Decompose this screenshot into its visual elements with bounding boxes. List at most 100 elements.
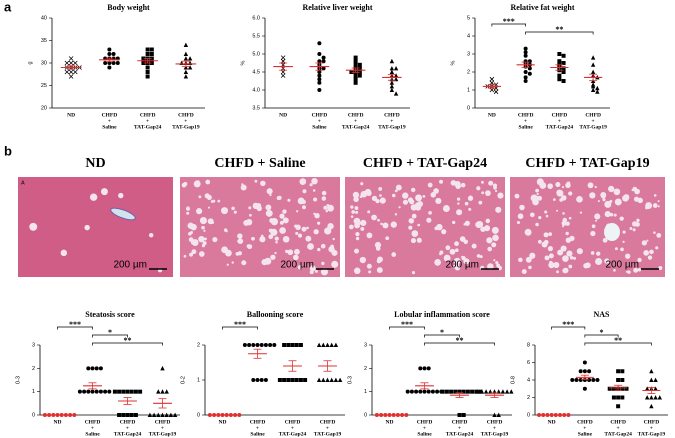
- fat-droplet: [544, 210, 548, 214]
- data-point: [298, 378, 303, 382]
- fat-droplet: [633, 267, 639, 273]
- significance-bracket: [424, 342, 495, 346]
- fat-droplet: [366, 190, 372, 197]
- data-point: [68, 74, 74, 79]
- vessel: [110, 207, 136, 221]
- fat-droplet: [408, 218, 415, 224]
- fat-droplet: [269, 193, 272, 197]
- fat-droplet: [351, 210, 356, 214]
- data-point: [321, 377, 326, 382]
- data-point: [64, 60, 70, 66]
- fat-droplet: [237, 233, 243, 239]
- fat-droplet: [556, 189, 564, 197]
- fat-droplet: [556, 209, 559, 212]
- data-point: [321, 66, 326, 71]
- y-axis-label: g: [27, 61, 33, 64]
- data-point: [68, 69, 74, 75]
- fat-droplet: [295, 231, 299, 235]
- fat-droplet: [398, 206, 401, 209]
- fat-droplet: [608, 185, 615, 193]
- significance-label: ***: [503, 17, 515, 26]
- data-point: [616, 404, 621, 409]
- data-point: [149, 52, 154, 56]
- y-tick-label: 1: [197, 377, 200, 383]
- data-point: [183, 65, 189, 70]
- x-tick-label: TAT-Gap19: [638, 431, 666, 437]
- fat-droplet: [562, 255, 569, 262]
- fat-droplet: [563, 267, 569, 274]
- fat-droplet: [402, 199, 409, 205]
- x-tick-label: CHFD: [140, 112, 156, 118]
- data-point: [272, 343, 277, 347]
- data-point-stroke: [280, 69, 286, 75]
- data-point: [125, 413, 130, 417]
- fat-droplet: [350, 215, 354, 218]
- fat-droplet: [604, 211, 611, 218]
- data-point: [457, 389, 462, 394]
- data-point-stroke: [280, 58, 286, 64]
- fat-droplet: [198, 195, 202, 199]
- fat-droplet: [183, 254, 187, 258]
- data-point-stroke: [73, 60, 78, 66]
- data-point: [107, 389, 112, 394]
- significance-label: ***: [69, 320, 81, 329]
- fat-droplet: [568, 216, 572, 220]
- fat-droplet: [548, 232, 553, 237]
- data-point: [316, 377, 322, 382]
- error-bar: [521, 61, 530, 68]
- data-point: [453, 389, 458, 394]
- fat-droplet: [394, 189, 398, 193]
- fat-droplet: [647, 255, 653, 260]
- error-bar: [589, 73, 598, 82]
- fat-droplet: [377, 218, 380, 222]
- data-point: [73, 60, 78, 66]
- x-tick-label: +: [650, 425, 653, 431]
- data-point: [151, 412, 157, 417]
- significance-bracket: [424, 334, 460, 338]
- fat-droplet: [285, 249, 289, 254]
- error-bar: [181, 60, 190, 67]
- data-point: [393, 66, 399, 71]
- x-tick-label: CHFD: [155, 419, 171, 425]
- data-point: [561, 61, 566, 65]
- y-axis-label: 0-8: [510, 376, 516, 384]
- x-tick-label: CHFD: [518, 112, 534, 118]
- data-point: [523, 75, 528, 80]
- fat-droplet: [382, 222, 389, 229]
- fat-droplet: [457, 202, 460, 205]
- data-point: [611, 386, 616, 391]
- fat-droplet: [439, 179, 444, 184]
- data-point: [187, 56, 193, 61]
- x-tick-label: +: [126, 425, 129, 431]
- data-point: [649, 395, 654, 400]
- data-point: [620, 378, 625, 382]
- error-bar: [123, 397, 132, 405]
- fat-droplet: [613, 269, 616, 272]
- data-point: [405, 389, 410, 394]
- fat-droplet: [656, 232, 662, 238]
- fat-droplet: [355, 236, 360, 241]
- data-point: [321, 59, 326, 64]
- data-point: [156, 412, 161, 417]
- data-point: [107, 65, 112, 70]
- x-tick-label: TAT-Gap24: [342, 124, 370, 130]
- data-point: [268, 343, 273, 347]
- fat-droplet: [433, 188, 439, 194]
- data-point: [290, 343, 295, 347]
- data-point-stroke: [73, 69, 78, 75]
- significance-label: ***: [401, 320, 413, 329]
- fat-droplet: [491, 226, 499, 234]
- error-bar: [315, 62, 324, 71]
- data-point: [426, 389, 431, 394]
- x-tick-label: +: [318, 118, 321, 124]
- fat-droplet: [276, 196, 281, 201]
- data-point: [561, 79, 566, 83]
- fat-droplet: [411, 213, 417, 219]
- data-point: [611, 395, 616, 400]
- fat-droplet: [259, 236, 266, 243]
- y-tick-label: 35: [41, 38, 47, 44]
- data-point: [251, 343, 256, 347]
- fat-droplet: [422, 195, 426, 198]
- fat-droplet: [468, 207, 472, 211]
- x-tick-label: +: [583, 425, 586, 431]
